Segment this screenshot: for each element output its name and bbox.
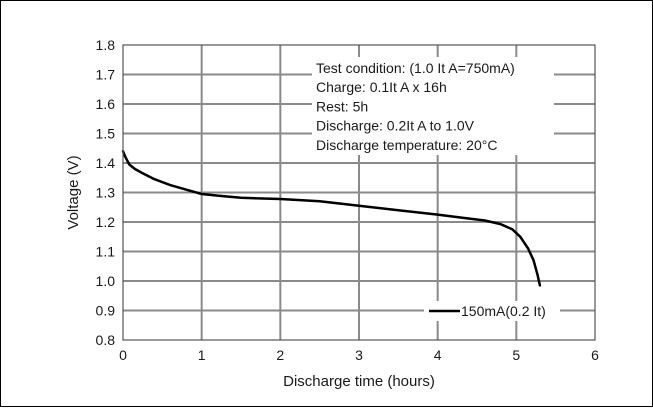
annotation-line: Rest: 5h: [316, 98, 368, 114]
x-tick-labels: 0 1 2 3 4 5 6: [119, 347, 599, 363]
plot-border: [122, 44, 596, 341]
y-tick-label: 1.0: [96, 273, 116, 289]
x-tick-label: 4: [434, 347, 442, 363]
annotation-line: Test condition: (1.0 It A=750mA): [316, 60, 515, 76]
gridlines: [123, 45, 595, 340]
y-tick-label: 1.1: [96, 244, 116, 260]
y-tick-label: 0.8: [96, 332, 116, 348]
y-tick-label: 1.6: [96, 96, 116, 112]
y-tick-label: 1.3: [96, 185, 116, 201]
y-tick-label: 1.4: [96, 155, 116, 171]
annotation-line: Discharge: 0.2It A to 1.0V: [316, 118, 475, 134]
y-tick-label: 1.7: [96, 67, 116, 83]
y-tick-label: 1.2: [96, 214, 116, 230]
x-tick-label: 1: [198, 347, 206, 363]
x-tick-label: 3: [355, 347, 363, 363]
y-axis-title: Voltage (V): [65, 155, 82, 229]
y-tick-labels: 0.8 0.9 1.0 1.1 1.2 1.3 1.4 1.5 1.6 1.7 1.8: [96, 37, 116, 348]
annotation-line: Discharge temperature: 20°C: [316, 137, 497, 153]
series-line: [121, 149, 542, 287]
annotation-text: Test condition: (1.0 It A=750mA) Charge: …: [316, 60, 515, 153]
series-layer: [121, 149, 542, 287]
x-axis-title: Discharge time (hours): [283, 373, 435, 390]
y-tick-label: 0.9: [96, 303, 116, 319]
x-tick-label: 6: [591, 347, 599, 363]
legend-background: [424, 301, 560, 321]
y-tick-label: 1.5: [96, 126, 116, 142]
x-tick-label: 0: [119, 347, 127, 363]
y-tick-label: 1.8: [96, 37, 116, 53]
legend-label: 150mA(0.2 It): [461, 303, 546, 319]
x-tick-label: 2: [276, 347, 284, 363]
annotation-box: [312, 57, 554, 155]
annotation-line: Charge: 0.1It A x 16h: [316, 79, 447, 95]
x-tick-label: 5: [512, 347, 520, 363]
